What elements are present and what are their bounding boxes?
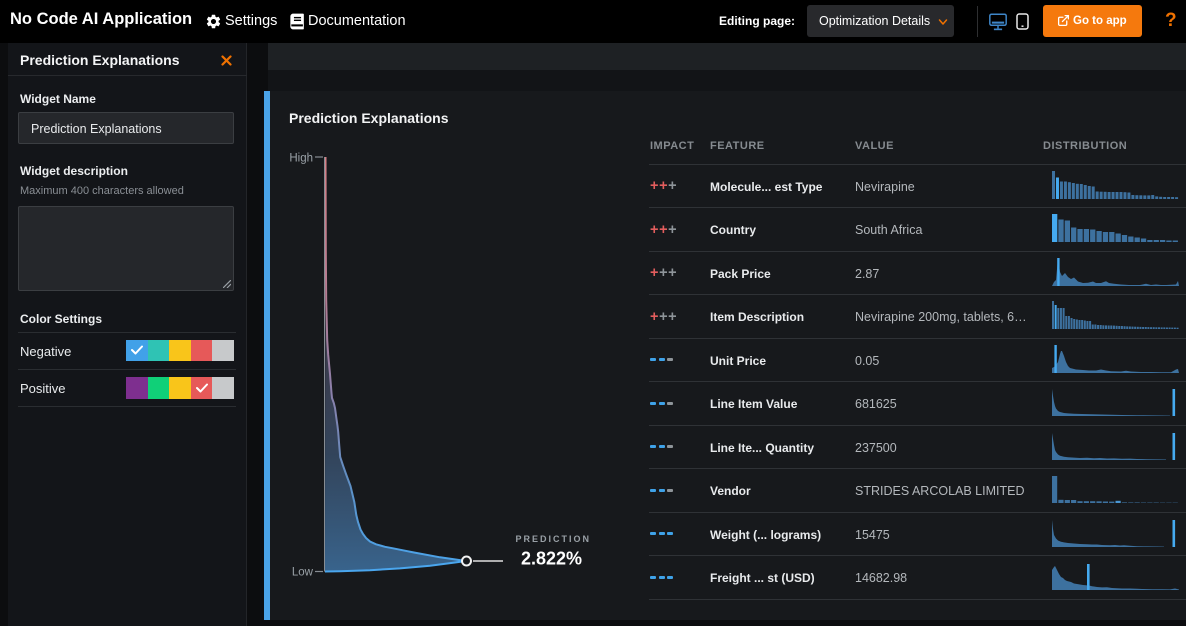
svg-text:Low: Low: [292, 567, 314, 579]
svg-text:High: High: [289, 153, 313, 165]
svg-text:PREDICTION: PREDICTION: [515, 534, 591, 544]
svg-text:2.822%: 2.822%: [521, 549, 582, 569]
